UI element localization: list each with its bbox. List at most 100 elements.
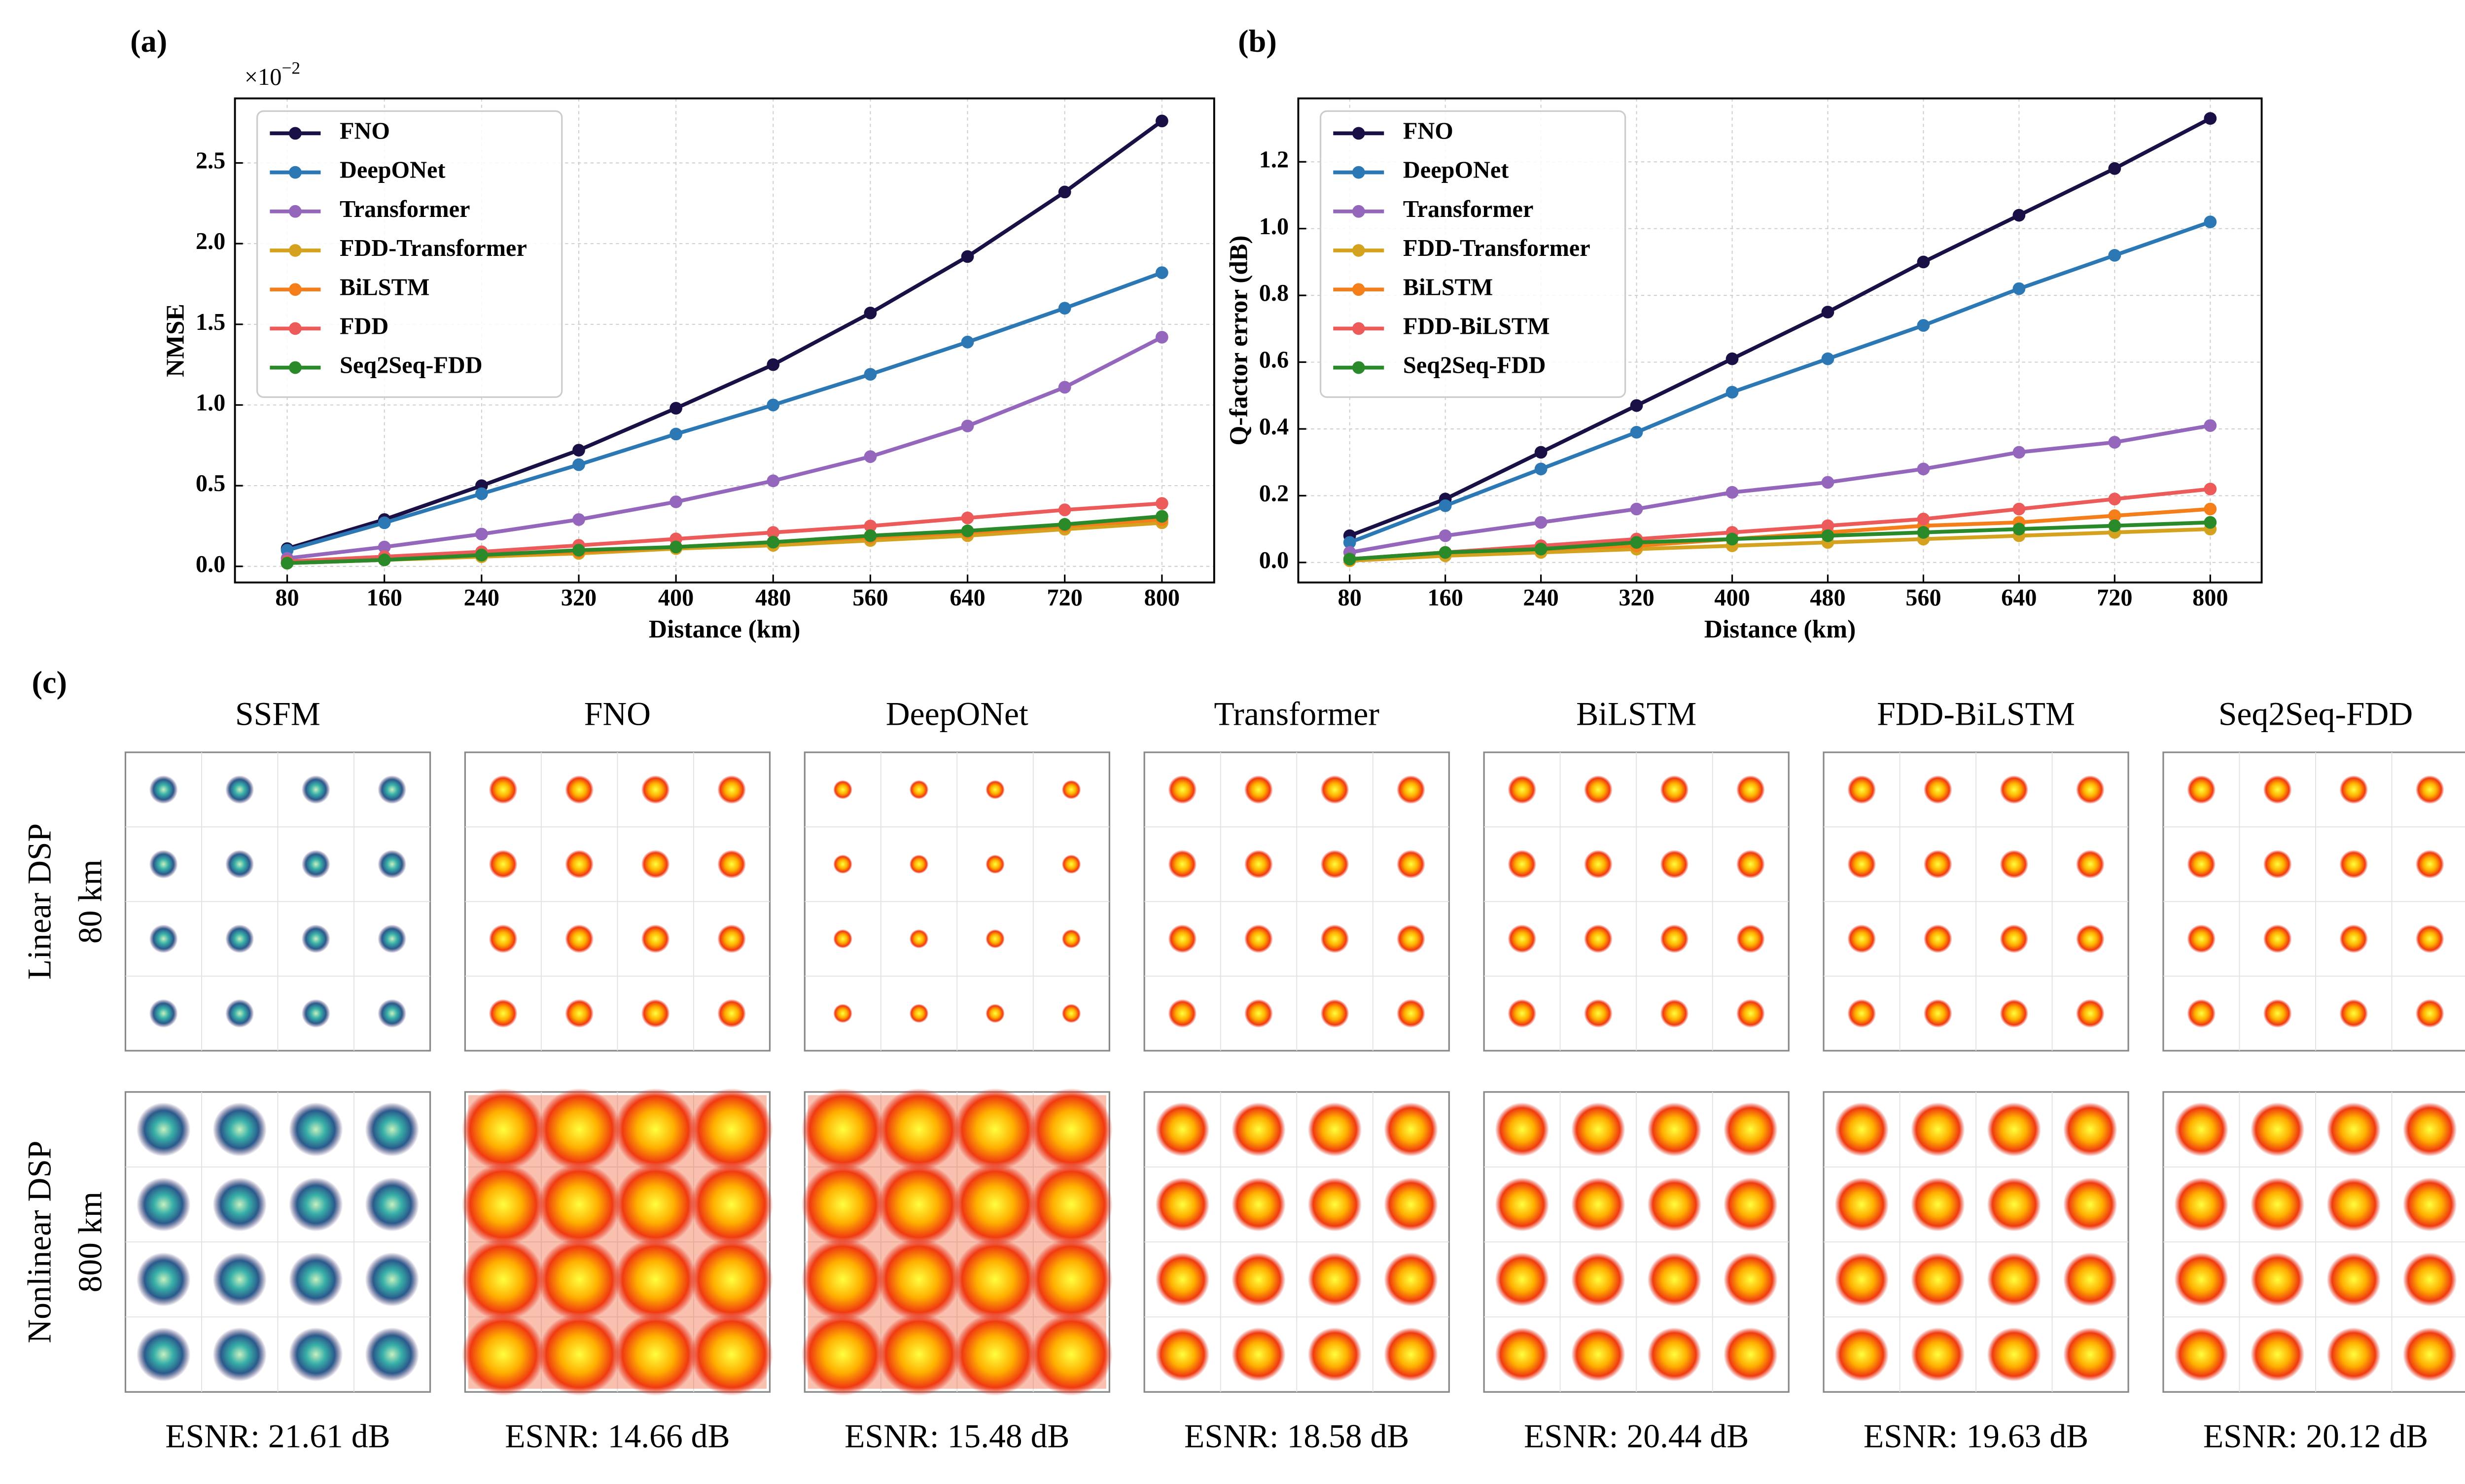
symbol-cluster [1168, 924, 1197, 954]
legend-marker [1352, 283, 1365, 296]
symbol-cluster [833, 1004, 852, 1023]
symbol-cluster [489, 849, 518, 879]
data-point [2204, 482, 2217, 495]
data-point [2204, 215, 2217, 229]
symbol-cluster [641, 924, 670, 954]
symbol-cluster [365, 1327, 419, 1381]
data-point [1630, 502, 1643, 516]
symbol-cluster [2187, 999, 2216, 1028]
x-tick-label: 800 [2192, 585, 2228, 611]
legend-marker [289, 127, 302, 140]
symbol-cluster [2174, 1177, 2228, 1232]
symbol-cluster [1168, 849, 1197, 879]
symbol-cluster [136, 1102, 191, 1157]
symbol-cluster [1911, 1327, 1965, 1381]
data-point [767, 535, 780, 549]
y-tick-label: 1.2 [1259, 146, 1289, 173]
x-tick-label: 400 [1714, 585, 1750, 611]
legend-label: FDD-Transformer [340, 235, 527, 261]
x-tick-label: 160 [366, 585, 402, 611]
x-tick-label: 80 [1338, 585, 1362, 611]
symbol-cluster [2263, 924, 2292, 954]
symbol-cluster [461, 1163, 545, 1246]
legend-marker [289, 205, 302, 218]
data-point [2108, 248, 2121, 262]
data-point [961, 250, 974, 263]
symbol-cluster [1155, 1177, 1210, 1232]
legend-label: DeepONet [340, 157, 445, 183]
data-point [2204, 419, 2217, 432]
data-point [864, 529, 877, 542]
symbol-cluster [2339, 924, 2368, 954]
symbol-cluster [1736, 775, 1765, 804]
symbol-cluster [801, 1313, 884, 1396]
legend-label: Seq2Seq-FDD [340, 353, 483, 379]
symbol-cluster [489, 999, 518, 1028]
legend-marker [1352, 127, 1365, 140]
y-tick-label: 0.8 [1259, 280, 1289, 306]
esnr-label: ESNR: 20.44 dB [1524, 1417, 1749, 1454]
symbol-cluster [1847, 999, 1876, 1028]
data-point [2012, 446, 2026, 459]
y-tick-label: 0.5 [196, 470, 225, 496]
symbol-cluster [614, 1313, 697, 1396]
symbol-cluster [301, 924, 330, 954]
column-title: FDD-BiLSTM [1877, 696, 2075, 733]
legend-label: Transformer [340, 196, 470, 222]
data-point [1917, 526, 1930, 539]
data-point [2204, 516, 2217, 529]
x-tick-label: 480 [1810, 585, 1845, 611]
symbol-cluster [538, 1313, 621, 1396]
symbol-cluster [1508, 924, 1537, 954]
symbol-cluster [1155, 1252, 1210, 1307]
data-point [1821, 529, 1834, 542]
data-point [572, 544, 585, 557]
y-tick-label: 2.5 [196, 148, 225, 174]
symbol-cluster [378, 849, 407, 879]
data-point [1821, 352, 1834, 365]
column-title: Transformer [1214, 696, 1379, 733]
y-tick-label: 1.0 [196, 390, 225, 416]
symbol-cluster [1987, 1327, 2042, 1381]
y-tick-label: 0.2 [1259, 480, 1289, 506]
symbol-cluster [461, 1313, 545, 1396]
legend-marker [289, 322, 302, 335]
data-point [1630, 425, 1643, 439]
legend-label: FDD-BiLSTM [1403, 313, 1550, 339]
data-point [1058, 381, 1071, 394]
symbol-cluster [365, 1252, 419, 1307]
symbol-cluster [149, 849, 178, 879]
symbol-cluster [1584, 849, 1613, 879]
data-point [864, 520, 877, 532]
data-point [669, 540, 682, 554]
series-line [287, 514, 1162, 565]
symbol-cluster [565, 775, 594, 804]
symbol-cluster [1307, 1177, 1362, 1232]
data-point [1058, 503, 1071, 517]
symbol-cluster [136, 1252, 191, 1307]
symbol-cluster [1155, 1327, 1210, 1381]
data-point [572, 458, 585, 471]
symbol-cluster [1030, 1088, 1113, 1171]
symbol-cluster [614, 1238, 697, 1321]
legend-marker [289, 166, 302, 179]
legend-label: FNO [340, 118, 390, 144]
data-point [2108, 509, 2121, 522]
data-point [2108, 493, 2121, 506]
symbol-cluster [1061, 1004, 1081, 1023]
symbol-cluster [1030, 1163, 1113, 1246]
symbol-cluster [2326, 1102, 2381, 1157]
data-point [1155, 266, 1168, 279]
series-line [287, 501, 1162, 564]
x-tick-label: 480 [755, 585, 791, 611]
symbol-cluster [614, 1163, 697, 1246]
data-point [1726, 386, 1739, 399]
series-line [1349, 116, 2212, 538]
data-point [475, 487, 488, 500]
symbol-cluster [1834, 1327, 1889, 1381]
symbol-cluster [909, 854, 929, 874]
symbol-cluster [565, 924, 594, 954]
legend-box [1319, 110, 1626, 398]
symbol-cluster [289, 1327, 343, 1381]
symbol-cluster [1584, 999, 1613, 1028]
